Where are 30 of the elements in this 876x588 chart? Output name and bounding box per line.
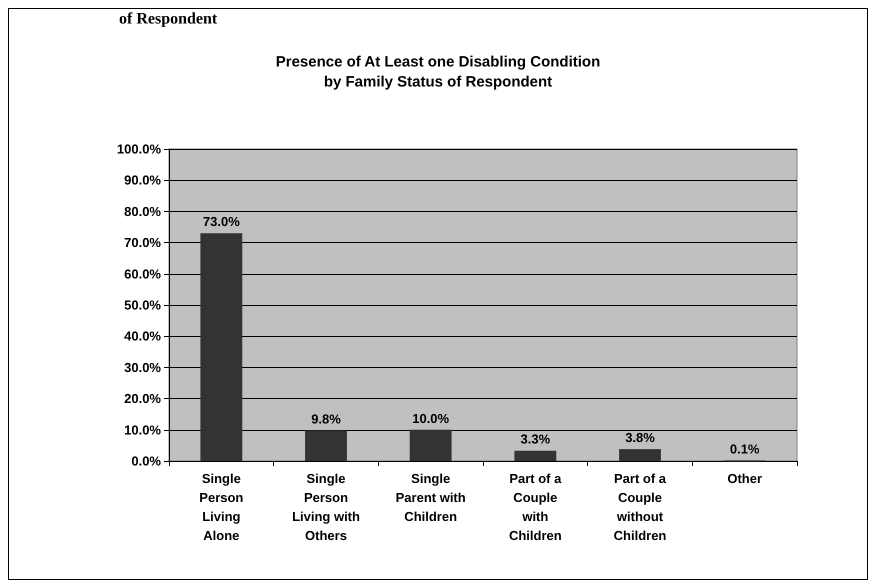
y-tick-label: 20.0%	[124, 391, 162, 406]
bar	[200, 233, 242, 461]
x-tick-label: Part of a Couple without Children	[614, 471, 667, 543]
x-tick-label: Part of a Couple with Children	[508, 471, 562, 543]
y-tick-label: 10.0%	[124, 422, 162, 438]
chart-title: Presence of At Least one Disabling Condition by Family Status of Respondent	[276, 54, 600, 90]
x-tick-label: Single Parent with Children	[396, 471, 466, 524]
bar	[619, 449, 661, 461]
y-tick-label: 90.0%	[124, 172, 162, 188]
x-tick-label: Single Person Living Alone	[199, 471, 244, 543]
data-label: 10.0%	[412, 410, 450, 426]
data-label: 3.3%	[520, 432, 551, 447]
y-tick-label: 80.0%	[124, 204, 162, 219]
y-tick-label: 50.0%	[124, 298, 162, 312]
bar	[410, 430, 452, 461]
y-tick-label: 40.0%	[124, 328, 162, 344]
data-label: 73.0%	[202, 214, 240, 230]
x-tick-label: Other	[727, 471, 762, 486]
x-tick-label: Single Person Living with Others	[292, 471, 360, 543]
data-label: 9.8%	[311, 411, 342, 426]
y-tick-label: 70.0%	[124, 235, 162, 250]
y-tick-label: 60.0%	[124, 266, 162, 282]
y-tick-label: 100.0%	[116, 142, 162, 156]
data-label: 0.1%	[730, 441, 760, 456]
bar	[514, 450, 556, 461]
data-label: 3.8%	[625, 430, 656, 446]
y-tick-label: 30.0%	[124, 360, 162, 375]
text: of Respondent	[119, 10, 218, 28]
y-tick-label: 0.0%	[131, 454, 162, 468]
bar	[305, 430, 347, 461]
